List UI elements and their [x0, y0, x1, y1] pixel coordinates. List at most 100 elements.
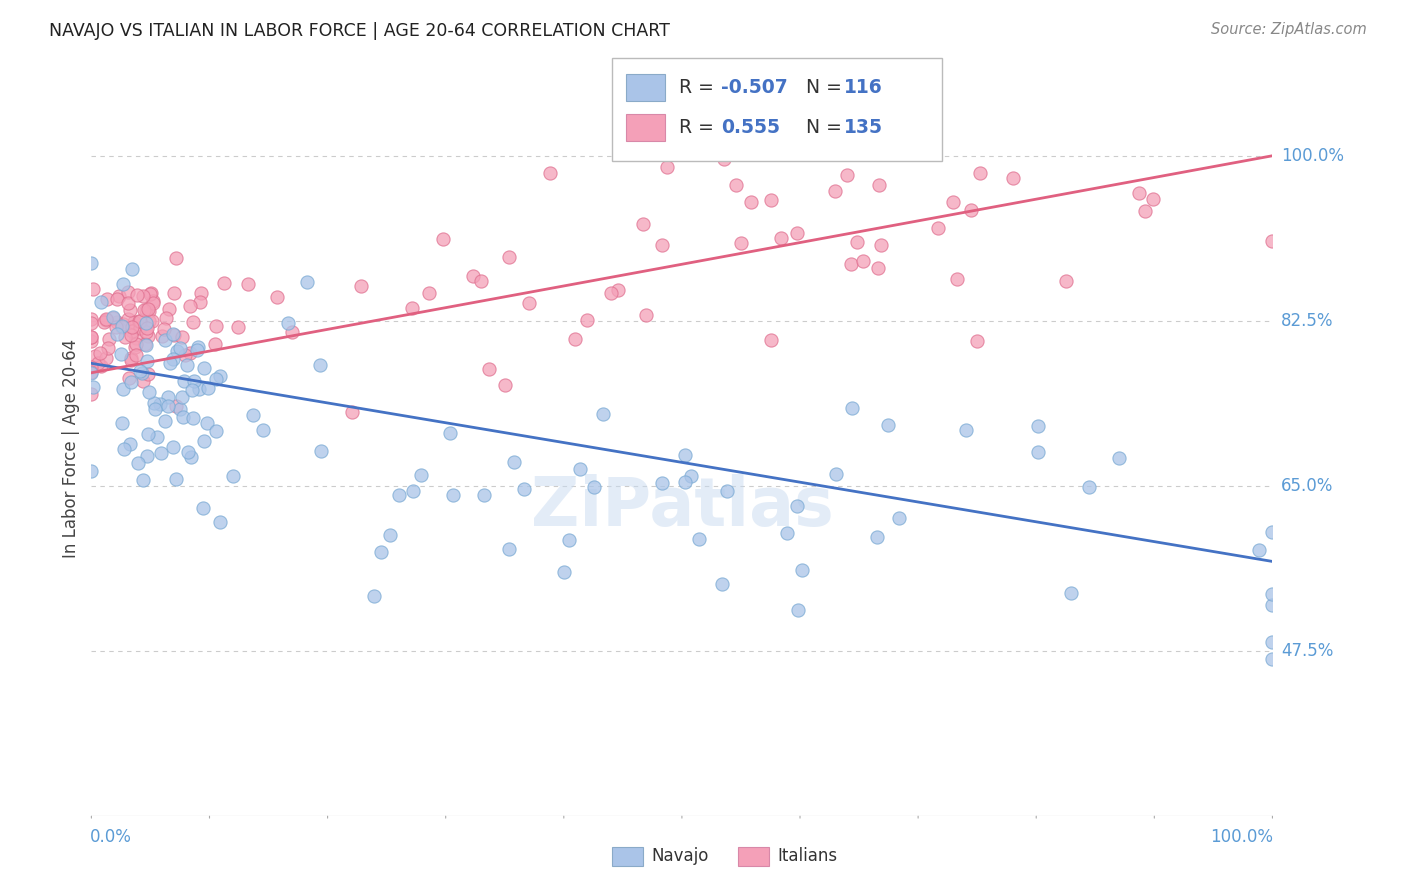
Point	[150, 329, 173, 343]
Point	[80, 330, 103, 344]
Point	[1108, 450, 1130, 465]
Point	[503, 455, 526, 469]
Point	[655, 160, 678, 174]
Point	[157, 302, 180, 317]
Point	[146, 430, 169, 444]
Point	[131, 366, 153, 380]
Point	[125, 287, 148, 301]
Text: Navajo: Navajo	[651, 847, 709, 865]
Point	[266, 290, 288, 304]
Point	[846, 235, 869, 250]
Point	[181, 383, 204, 397]
Text: R =: R =	[679, 78, 720, 97]
Point	[117, 296, 139, 310]
Point	[204, 337, 226, 351]
Point	[84, 350, 107, 364]
Point	[80, 330, 103, 344]
Point	[157, 390, 180, 404]
Point	[132, 474, 155, 488]
Point	[121, 261, 143, 276]
Point	[176, 358, 198, 372]
Text: ZiPatlas: ZiPatlas	[530, 475, 834, 540]
Point	[172, 410, 194, 425]
Point	[363, 590, 385, 604]
Point	[163, 327, 186, 342]
Point	[380, 528, 402, 542]
Point	[134, 336, 156, 351]
Point	[135, 316, 157, 330]
Text: 0.0%: 0.0%	[90, 828, 132, 846]
Point	[105, 320, 128, 334]
Point	[190, 285, 212, 300]
Point	[111, 416, 134, 430]
Point	[138, 384, 160, 399]
Point	[208, 368, 231, 383]
Point	[786, 603, 808, 617]
Point	[112, 277, 135, 291]
Point	[222, 469, 245, 483]
Point	[105, 315, 128, 329]
Point	[238, 277, 260, 291]
Point	[688, 532, 710, 546]
Point	[946, 272, 969, 286]
Point	[759, 334, 782, 348]
Point	[155, 311, 177, 326]
Point	[169, 402, 191, 417]
Text: Italians: Italians	[778, 847, 838, 865]
Point	[716, 484, 738, 499]
Point	[163, 285, 186, 300]
Point	[228, 320, 250, 334]
Point	[172, 329, 194, 343]
Point	[513, 482, 536, 496]
Point	[759, 193, 782, 207]
Point	[252, 423, 274, 437]
Point	[1054, 275, 1077, 289]
Point	[472, 488, 495, 502]
Point	[141, 286, 163, 301]
Point	[582, 480, 605, 494]
Point	[132, 303, 155, 318]
Point	[295, 275, 318, 289]
Point	[388, 488, 411, 502]
Point	[1026, 445, 1049, 459]
Point	[129, 321, 152, 335]
Point	[197, 380, 219, 394]
Point	[125, 337, 148, 351]
Point	[600, 286, 623, 301]
Point	[162, 326, 184, 341]
Point	[673, 448, 696, 462]
Point	[80, 464, 103, 478]
Point	[117, 311, 139, 326]
Text: 135: 135	[844, 118, 883, 137]
Point	[193, 501, 215, 516]
Point	[651, 238, 673, 252]
Point	[969, 166, 991, 180]
Point	[128, 314, 150, 328]
Point	[125, 331, 148, 345]
Point	[142, 296, 165, 310]
Text: 100.0%: 100.0%	[1281, 147, 1344, 165]
Point	[96, 292, 118, 306]
Point	[208, 515, 231, 529]
Point	[120, 327, 142, 342]
Point	[138, 304, 160, 318]
Point	[105, 292, 128, 306]
Point	[142, 395, 165, 409]
Point	[129, 364, 152, 378]
Point	[111, 317, 134, 331]
Point	[122, 315, 145, 329]
Point	[136, 301, 159, 316]
Point	[1142, 192, 1164, 206]
Point	[242, 409, 264, 423]
Point	[132, 374, 155, 388]
Point	[135, 303, 157, 318]
Point	[80, 312, 103, 326]
Point	[724, 178, 747, 192]
Text: 0.555: 0.555	[721, 118, 780, 137]
Point	[124, 348, 146, 362]
Point	[181, 315, 204, 329]
Point	[841, 401, 863, 416]
Point	[869, 237, 891, 252]
Point	[112, 442, 135, 457]
Point	[280, 325, 302, 339]
